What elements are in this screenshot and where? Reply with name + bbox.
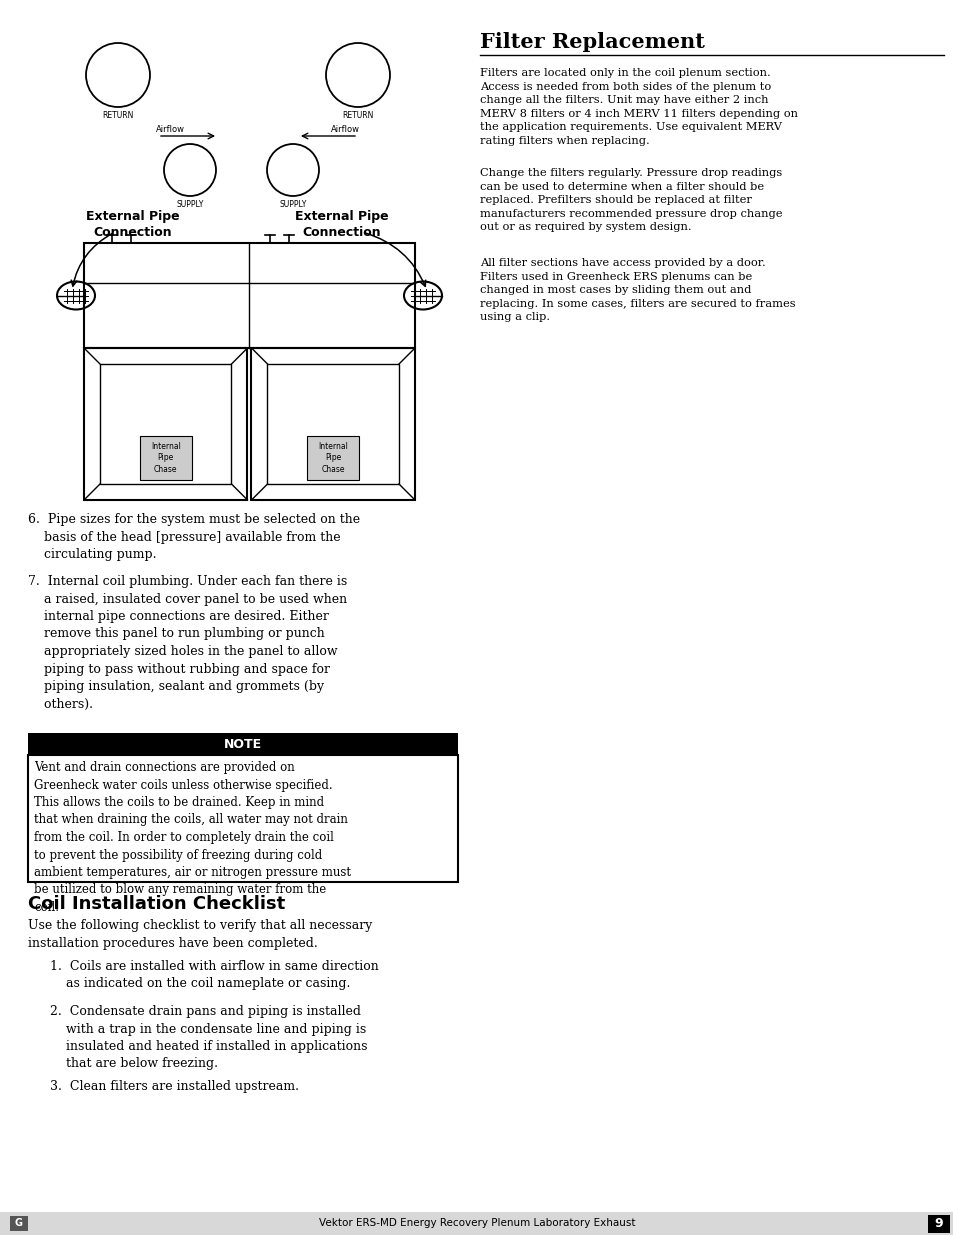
Bar <box>10 1216 28 1231</box>
Bar <box>28 755 457 882</box>
Text: External Pipe
Connection: External Pipe Connection <box>86 210 179 238</box>
Text: Vektor ERS-MD Energy Recovery Plenum Laboratory Exhaust: Vektor ERS-MD Energy Recovery Plenum Lab… <box>318 1219 635 1229</box>
Text: 2.  Condensate drain pans and piping is installed
    with a trap in the condens: 2. Condensate drain pans and piping is i… <box>50 1005 367 1071</box>
Text: Vent and drain connections are provided on
Greenheck water coils unless otherwis: Vent and drain connections are provided … <box>34 761 351 914</box>
Text: All filter sections have access provided by a door.
Filters used in Greenheck ER: All filter sections have access provided… <box>479 258 795 322</box>
Text: 6.  Pipe sizes for the system must be selected on the
    basis of the head [pre: 6. Pipe sizes for the system must be sel… <box>28 513 359 561</box>
Text: 9: 9 <box>934 1216 943 1230</box>
Text: 3.  Clean filters are installed upstream.: 3. Clean filters are installed upstream. <box>50 1079 298 1093</box>
Text: 1.  Coils are installed with airflow in same direction
    as indicated on the c: 1. Coils are installed with airflow in s… <box>50 960 378 990</box>
Text: Internal
Pipe
Chase: Internal Pipe Chase <box>318 442 348 473</box>
Bar <box>0 1212 953 1235</box>
Text: Coil Installation Checklist: Coil Installation Checklist <box>28 895 285 913</box>
Text: Filter Replacement: Filter Replacement <box>479 32 704 52</box>
Text: Airflow: Airflow <box>156 125 185 135</box>
Text: External Pipe
Connection: External Pipe Connection <box>294 210 389 238</box>
Bar <box>139 436 192 480</box>
Text: SUPPLY: SUPPLY <box>176 200 204 209</box>
Bar <box>252 348 415 500</box>
Bar <box>84 348 247 500</box>
Text: NOTE: NOTE <box>224 737 262 751</box>
Text: Use the following checklist to verify that all necessary
installation procedures: Use the following checklist to verify th… <box>28 919 372 950</box>
Text: SUPPLY: SUPPLY <box>279 200 306 209</box>
Bar <box>927 1214 949 1233</box>
Bar <box>100 364 232 484</box>
Text: Internal
Pipe
Chase: Internal Pipe Chase <box>151 442 180 473</box>
Bar <box>307 436 359 480</box>
Bar <box>28 734 457 755</box>
Text: G: G <box>15 1219 23 1229</box>
Text: Change the filters regularly. Pressure drop readings
can be used to determine wh: Change the filters regularly. Pressure d… <box>479 168 781 232</box>
Text: RETURN: RETURN <box>102 111 133 120</box>
Bar <box>267 364 398 484</box>
Text: Filters are located only in the coil plenum section.
Access is needed from both : Filters are located only in the coil ple… <box>479 68 797 146</box>
Text: 7.  Internal coil plumbing. Under each fan there is
    a raised, insulated cove: 7. Internal coil plumbing. Under each fa… <box>28 576 347 710</box>
Bar <box>84 243 415 348</box>
Text: Airflow: Airflow <box>331 125 359 135</box>
Text: RETURN: RETURN <box>342 111 374 120</box>
